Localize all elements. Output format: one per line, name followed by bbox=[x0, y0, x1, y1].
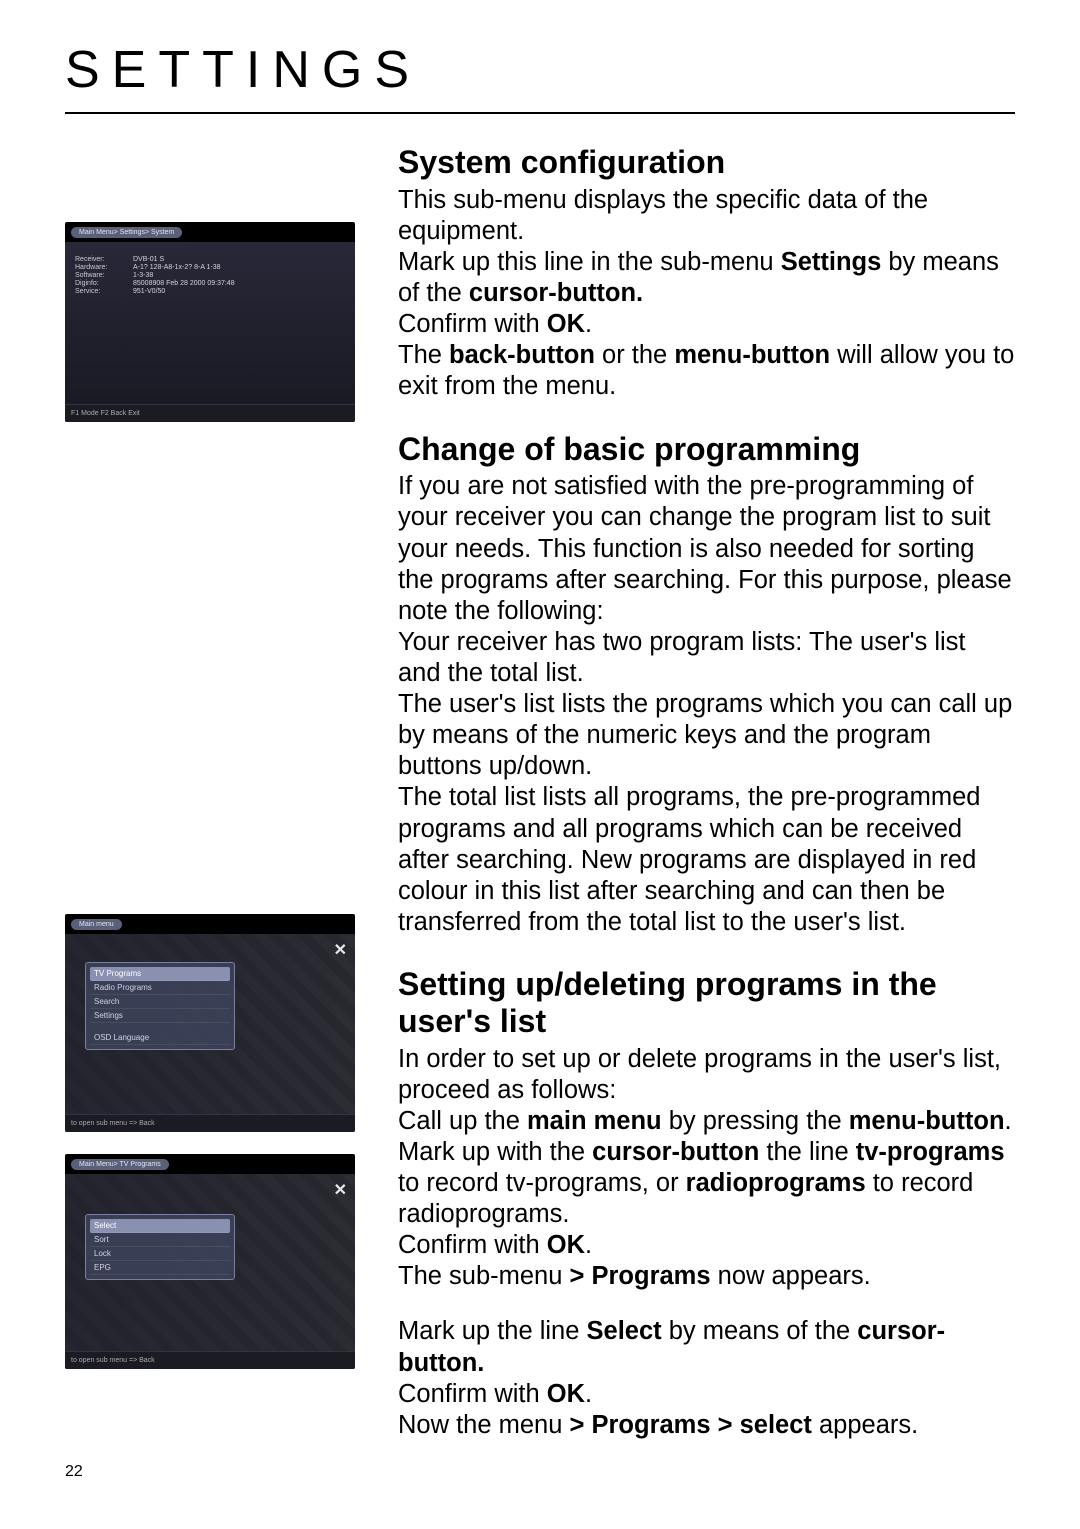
body-text: Confirm with OK. bbox=[398, 1230, 1015, 1261]
screenshot-system-config: Main Menu> Settings> System Receiver:DVB… bbox=[65, 222, 355, 422]
body-text: The back-button or the menu-button will … bbox=[398, 340, 1015, 402]
breadcrumb: Main Menu> TV Programs bbox=[71, 1159, 169, 1170]
menu-item: OSD Language bbox=[90, 1031, 230, 1045]
body-text: Mark up the line Select by means of the … bbox=[398, 1316, 1015, 1378]
menu-item: TV Programs bbox=[90, 967, 230, 981]
body-text: This sub-menu displays the specific data… bbox=[398, 185, 1015, 247]
menu-item: EPG bbox=[90, 1261, 230, 1275]
body-text: Your receiver has two program lists: The… bbox=[398, 627, 1015, 689]
close-icon: ✕ bbox=[334, 1180, 347, 1200]
left-column: Main Menu> Settings> System Receiver:DVB… bbox=[65, 144, 370, 1441]
menu-item: Settings bbox=[90, 1009, 230, 1023]
right-column: System configuration This sub-menu displ… bbox=[398, 144, 1015, 1441]
screenshot-footer: F1 Mode F2 Back Exit bbox=[65, 404, 355, 422]
menu-item: Sort bbox=[90, 1233, 230, 1247]
screenshot-tv-programs: Main Menu> TV Programs ✕ Select Sort Loc… bbox=[65, 1154, 355, 1369]
screenshot-main-menu: Main menu ✕ TV Programs Radio Programs S… bbox=[65, 914, 355, 1132]
page-title: SETTINGS bbox=[65, 40, 1015, 100]
screenshot-footer: to open sub menu => Back bbox=[65, 1351, 355, 1369]
body-text: Confirm with OK. bbox=[398, 1379, 1015, 1410]
breadcrumb: Main menu bbox=[71, 919, 122, 930]
section-heading: Change of basic programming bbox=[398, 431, 1015, 468]
body-text: If you are not satisfied with the pre-pr… bbox=[398, 471, 1015, 627]
body-text: Now the menu > Programs > select appears… bbox=[398, 1410, 1015, 1441]
menu-item: Select bbox=[90, 1219, 230, 1233]
menu-item: Radio Programs bbox=[90, 981, 230, 995]
screenshot-footer: to open sub menu => Back bbox=[65, 1114, 355, 1132]
close-icon: ✕ bbox=[334, 940, 347, 960]
breadcrumb: Main Menu> Settings> System bbox=[71, 227, 182, 238]
body-text: Mark up with the cursor-button the line … bbox=[398, 1137, 1015, 1230]
body-text: Confirm with OK. bbox=[398, 309, 1015, 340]
body-text: The sub-menu > Programs now appears. bbox=[398, 1261, 1015, 1292]
divider bbox=[65, 112, 1015, 114]
menu-item: Search bbox=[90, 995, 230, 1009]
body-text: The user's list lists the programs which… bbox=[398, 689, 1015, 782]
menu-item: Lock bbox=[90, 1247, 230, 1261]
body-text: The total list lists all programs, the p… bbox=[398, 782, 1015, 938]
section-heading: Setting up/deleting programs in the user… bbox=[398, 966, 1015, 1040]
page-number: 22 bbox=[65, 1463, 83, 1481]
body-text: Call up the main menu by pressing the me… bbox=[398, 1106, 1015, 1137]
section-heading: System configuration bbox=[398, 144, 1015, 181]
body-text: In order to set up or delete programs in… bbox=[398, 1044, 1015, 1106]
body-text: Mark up this line in the sub-menu Settin… bbox=[398, 247, 1015, 309]
